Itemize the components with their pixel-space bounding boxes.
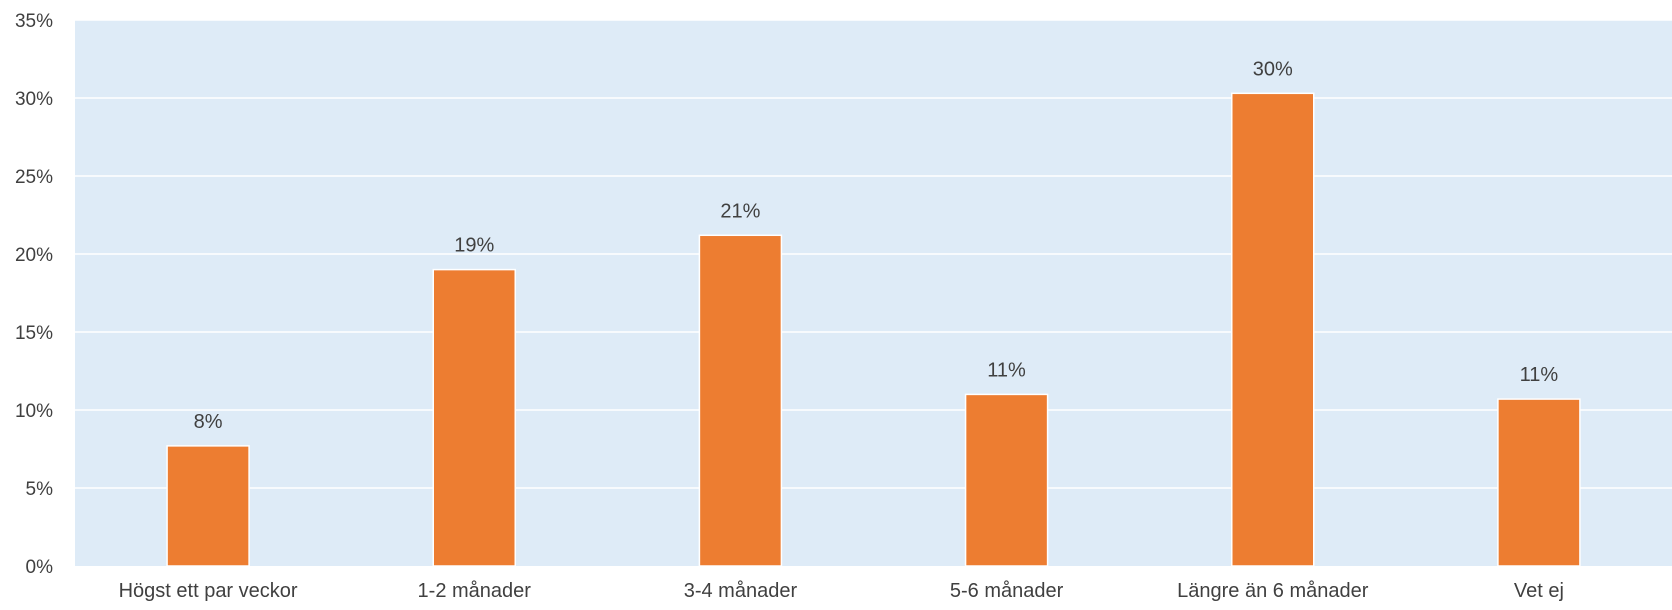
x-tick-label: Högst ett par veckor	[119, 580, 298, 602]
x-tick-label: 1-2 månader	[418, 580, 532, 602]
y-tick-label: 25%	[15, 167, 53, 188]
y-tick-label: 20%	[15, 245, 53, 266]
y-tick-label: 5%	[26, 479, 54, 500]
data-label: 8%	[194, 411, 223, 433]
y-tick-label: 35%	[15, 11, 53, 32]
data-labels: 8% 19% 21% 11% 30% 11%	[194, 58, 1559, 433]
bars	[166, 92, 1581, 567]
bar	[166, 445, 250, 567]
data-label: 11%	[987, 359, 1026, 381]
data-label: 30%	[1253, 58, 1293, 80]
data-label: 19%	[454, 235, 494, 257]
x-tick-label: 3-4 månader	[684, 580, 798, 602]
x-tick-label: Vet ej	[1514, 580, 1564, 602]
bar	[964, 393, 1049, 567]
data-label: 21%	[720, 200, 760, 222]
bar	[432, 268, 516, 567]
bar	[698, 234, 783, 567]
y-tick-label: 15%	[15, 323, 53, 344]
x-tick-label: Längre än 6 månader	[1177, 580, 1369, 602]
x-tick-label: 5-6 månader	[950, 580, 1064, 602]
y-tick-label: 0%	[26, 557, 54, 578]
x-axis: Högst ett par veckor 1-2 månader 3-4 månad…	[119, 580, 1564, 602]
y-tick-label: 30%	[15, 89, 53, 110]
data-label: 11%	[1520, 364, 1559, 386]
bar	[1231, 92, 1315, 567]
bar	[1497, 398, 1581, 567]
plot-area	[75, 20, 1672, 566]
gridlines	[75, 19, 1672, 489]
y-axis: 0% 5% 10% 15% 20% 25% 30% 35%	[15, 11, 53, 578]
y-tick-label: 10%	[15, 401, 53, 422]
